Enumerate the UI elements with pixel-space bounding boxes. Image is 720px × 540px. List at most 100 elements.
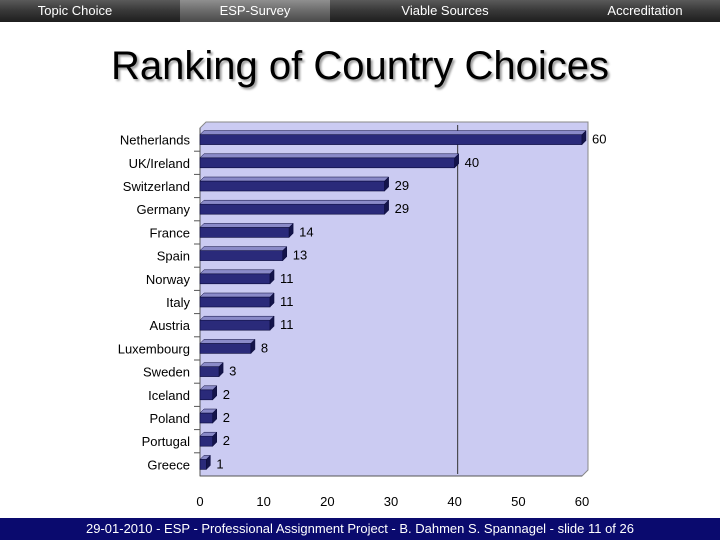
bar-face	[199, 180, 385, 192]
bar-top	[199, 339, 256, 344]
bar-face	[199, 273, 271, 285]
bar	[199, 338, 256, 355]
category-labels: Netherlands UK/Ireland Switzerland Germany F…	[118, 133, 200, 472]
value-label: 2	[223, 410, 230, 425]
value-label: 1	[216, 456, 223, 471]
x-tick-label: 50	[511, 494, 525, 509]
bar	[199, 269, 275, 285]
bar-side	[269, 315, 275, 331]
bar-top	[199, 153, 460, 159]
value-label: 13	[293, 248, 307, 263]
bar-face	[199, 343, 252, 354]
top-navigation: Topic Choice ESP-Survey Viable Sources A…	[0, 0, 720, 22]
bar	[199, 385, 218, 401]
bar-side	[581, 129, 587, 146]
category-label: Italy	[166, 295, 190, 310]
category-label: Portugal	[142, 434, 191, 449]
value-label: 14	[299, 224, 313, 239]
category-label: UK/Ireland	[129, 156, 190, 171]
bar-side	[384, 199, 389, 215]
category-label: Norway	[146, 272, 191, 287]
bar	[199, 292, 275, 308]
x-axis-ticks: 0 10 20 30 40 50 60	[196, 494, 589, 509]
bar-face	[199, 227, 290, 238]
bar-face	[199, 157, 455, 169]
bar-side	[218, 361, 224, 378]
category-label: France	[150, 225, 190, 240]
value-label: 8	[261, 340, 268, 355]
x-tick-label: 10	[256, 494, 270, 509]
bar-side	[454, 153, 459, 169]
bar-face	[199, 319, 271, 331]
bar	[199, 153, 460, 169]
x-tick-label: 30	[384, 494, 398, 509]
bar-face	[199, 389, 214, 401]
bar-top	[199, 292, 275, 298]
bar	[199, 222, 294, 239]
category-label: Netherlands	[120, 133, 191, 148]
nav-topic-choice[interactable]: Topic Choice	[37, 3, 113, 18]
bar-side	[269, 292, 275, 308]
bars	[199, 129, 587, 471]
bar	[199, 315, 275, 331]
bar-side	[384, 176, 389, 192]
value-label: 2	[223, 387, 230, 402]
category-label: Germany	[137, 202, 191, 217]
bar-face	[199, 459, 207, 470]
bar	[199, 454, 211, 471]
bar-top	[199, 130, 587, 135]
country-ranking-chart: Netherlands UK/Ireland Switzerland Germany F…	[118, 121, 606, 509]
category-label: Austria	[150, 318, 191, 333]
category-label: Spain	[157, 249, 190, 264]
bar-face	[199, 250, 284, 261]
category-label: Greece	[147, 457, 190, 472]
bar	[199, 245, 288, 262]
bar-side	[212, 385, 217, 401]
value-label: 60	[592, 132, 606, 147]
x-tick-label: 40	[447, 494, 461, 509]
bar-face	[199, 203, 385, 215]
bar-top	[199, 199, 390, 205]
category-label: Sweden	[143, 365, 190, 380]
bar-top	[199, 223, 294, 228]
nav-viable-sources[interactable]: Viable Sources	[401, 3, 489, 18]
value-label: 11	[280, 271, 294, 286]
category-label: Poland	[150, 411, 190, 426]
x-tick-label: 20	[320, 494, 334, 509]
nav-accreditation[interactable]: Accreditation	[607, 3, 683, 18]
bar-side	[288, 222, 294, 239]
x-tick-label: 0	[196, 494, 203, 509]
bar-side	[212, 408, 217, 424]
bar-side	[212, 431, 217, 447]
bar	[199, 129, 587, 146]
category-label: Switzerland	[123, 179, 190, 194]
category-label: Iceland	[148, 388, 190, 403]
value-label: 11	[280, 317, 294, 332]
x-tick-label: 60	[575, 494, 589, 509]
slide-title: Ranking of Country Choices	[110, 44, 610, 88]
bar-face	[199, 435, 214, 447]
bar-side	[282, 245, 288, 262]
bar-face	[199, 296, 271, 308]
bar-side	[250, 338, 256, 355]
bar-face	[199, 134, 583, 145]
value-label: 11	[280, 294, 294, 309]
bar	[199, 361, 224, 378]
bar-top	[199, 246, 288, 251]
slide-footer: 29-01-2010 - ESP - Professional Assignme…	[0, 518, 720, 540]
bar	[199, 408, 218, 424]
nav-esp-survey[interactable]: ESP-Survey	[180, 0, 330, 22]
value-label: 3	[229, 364, 236, 379]
bar-top	[199, 315, 275, 321]
bar-side	[206, 454, 211, 471]
bar-top	[199, 176, 390, 182]
value-label: 29	[395, 178, 409, 193]
bar-side	[269, 269, 275, 285]
value-label: 29	[395, 201, 409, 216]
bar	[199, 431, 218, 447]
bar	[199, 176, 390, 192]
bar-face	[199, 366, 220, 377]
bar	[199, 199, 390, 215]
category-label: Luxembourg	[118, 341, 190, 356]
